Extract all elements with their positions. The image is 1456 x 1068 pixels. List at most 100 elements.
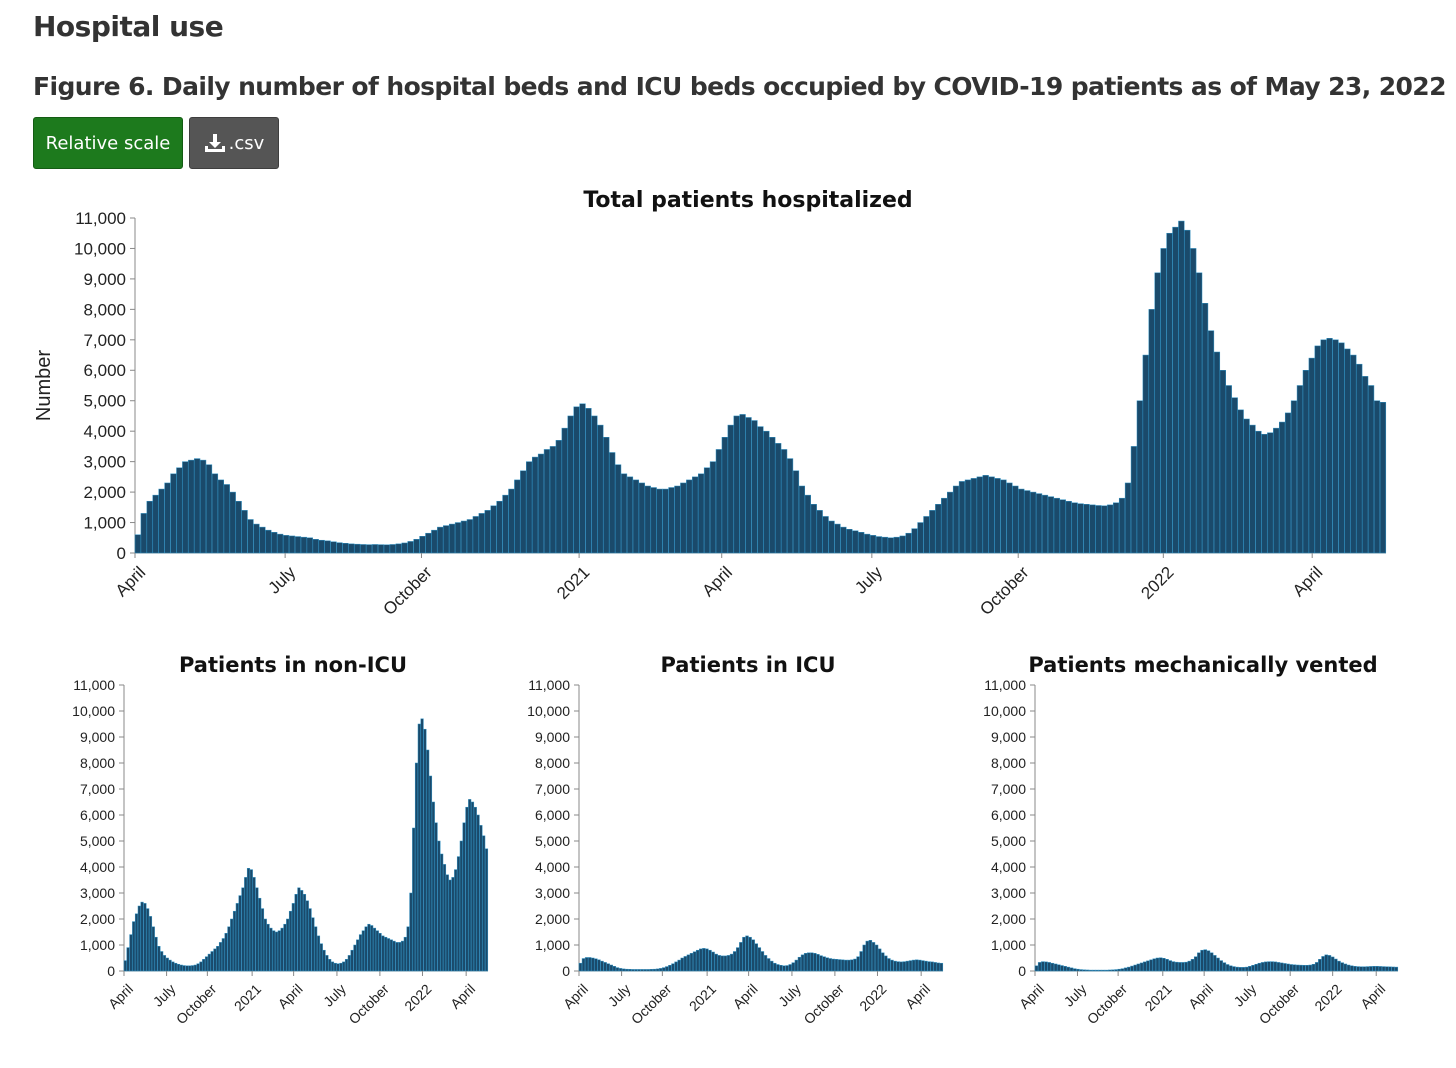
bar bbox=[769, 437, 776, 554]
bar bbox=[265, 529, 272, 554]
bar bbox=[834, 523, 841, 554]
bar bbox=[816, 510, 823, 554]
bar bbox=[711, 951, 715, 972]
bar bbox=[358, 934, 363, 972]
bar bbox=[1385, 966, 1389, 972]
x-tick-label: 2021 bbox=[686, 981, 719, 1014]
bar bbox=[1238, 967, 1243, 972]
bar bbox=[671, 963, 675, 972]
x-tick-label: October bbox=[1256, 981, 1303, 1028]
bar bbox=[1178, 220, 1185, 554]
bar bbox=[1168, 960, 1172, 972]
bar bbox=[370, 925, 374, 972]
bar bbox=[196, 963, 200, 972]
bar bbox=[579, 403, 586, 554]
bar bbox=[1332, 339, 1339, 554]
bar bbox=[1076, 968, 1080, 972]
bar bbox=[218, 942, 223, 972]
bar bbox=[1244, 966, 1249, 972]
bar bbox=[235, 903, 239, 972]
bar bbox=[401, 542, 408, 554]
chart-title: Total patients hospitalized bbox=[583, 188, 912, 213]
y-tick-label: 10,000 bbox=[983, 703, 1026, 719]
bar bbox=[1181, 962, 1185, 972]
bar bbox=[314, 926, 318, 972]
x-tick-label: 2021 bbox=[231, 981, 264, 1014]
bar bbox=[874, 944, 879, 972]
bar bbox=[1041, 494, 1049, 554]
bar bbox=[581, 958, 586, 972]
bar bbox=[594, 958, 598, 972]
bar bbox=[763, 955, 768, 972]
x-tick-label: July bbox=[1061, 981, 1090, 1010]
bar bbox=[306, 537, 313, 554]
bar bbox=[600, 960, 604, 972]
bar bbox=[123, 960, 127, 972]
bar bbox=[763, 430, 770, 554]
bar bbox=[1343, 963, 1348, 972]
bar bbox=[283, 923, 287, 972]
bar bbox=[223, 484, 230, 554]
bar bbox=[1082, 969, 1086, 972]
bar bbox=[1232, 966, 1236, 972]
bar bbox=[229, 491, 236, 554]
bar bbox=[1308, 964, 1313, 972]
bar bbox=[134, 534, 141, 554]
bar bbox=[291, 903, 295, 972]
bar bbox=[333, 962, 337, 972]
bar bbox=[484, 510, 491, 554]
bar bbox=[597, 424, 604, 554]
bar bbox=[1200, 949, 1204, 972]
bar bbox=[1375, 966, 1379, 972]
y-tick-label: 3,000 bbox=[991, 885, 1026, 901]
bar bbox=[840, 526, 847, 554]
y-tick-label: 2,000 bbox=[535, 911, 570, 927]
bar bbox=[1098, 969, 1102, 972]
bar bbox=[1295, 964, 1300, 972]
bar bbox=[606, 963, 610, 972]
bar bbox=[643, 969, 647, 972]
bar bbox=[1050, 962, 1055, 972]
bar bbox=[462, 822, 466, 972]
bar bbox=[1228, 965, 1233, 972]
download-csv-button[interactable]: .csv bbox=[189, 117, 279, 169]
bar bbox=[1243, 418, 1250, 554]
bar bbox=[733, 415, 740, 554]
bar bbox=[834, 959, 839, 972]
bar bbox=[1053, 963, 1058, 972]
bar bbox=[847, 959, 851, 972]
bar bbox=[1225, 385, 1232, 554]
bar bbox=[1155, 957, 1160, 972]
bar bbox=[367, 923, 371, 972]
bar bbox=[1104, 969, 1109, 972]
bar bbox=[468, 799, 472, 972]
bar bbox=[754, 943, 758, 972]
bar bbox=[472, 516, 479, 554]
bar bbox=[1037, 962, 1042, 972]
bar bbox=[392, 940, 396, 972]
bar bbox=[1184, 961, 1188, 972]
bar bbox=[1107, 969, 1112, 972]
bar bbox=[947, 491, 954, 554]
relative-scale-button[interactable]: Relative scale bbox=[33, 117, 183, 169]
bar bbox=[881, 536, 889, 554]
bar bbox=[705, 948, 709, 972]
bar bbox=[612, 966, 617, 972]
bar bbox=[702, 948, 706, 972]
bar bbox=[442, 864, 447, 972]
bar bbox=[655, 968, 660, 972]
bar bbox=[272, 930, 276, 972]
bar bbox=[1353, 966, 1357, 972]
bar bbox=[766, 958, 771, 972]
bar bbox=[319, 943, 323, 972]
bar bbox=[1373, 400, 1381, 554]
bar bbox=[603, 437, 610, 554]
bar bbox=[266, 923, 270, 972]
bar bbox=[1251, 965, 1255, 972]
bar bbox=[757, 947, 762, 972]
y-tick-label: 11,000 bbox=[528, 677, 570, 693]
bar bbox=[1172, 226, 1179, 554]
bar bbox=[395, 543, 402, 554]
y-tick-label: 1,000 bbox=[80, 937, 115, 953]
bar bbox=[347, 955, 351, 972]
